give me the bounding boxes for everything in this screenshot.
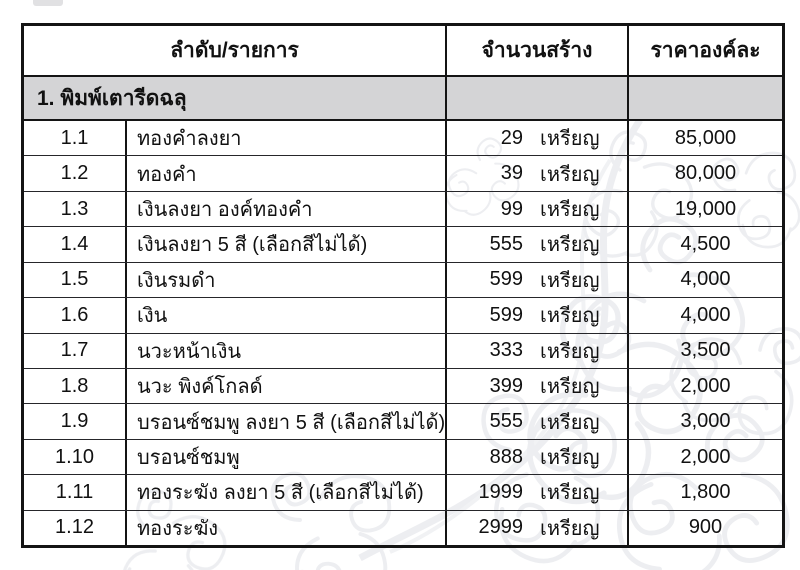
- table-row: 1.3 เงินลงยา องค์ทองคำ 99 เหรียญ 19,000: [24, 190, 782, 227]
- quantity-unit: เหรียญ: [540, 447, 600, 469]
- item-name: นวะหน้าเงิน: [125, 333, 445, 368]
- quantity-value: 99: [500, 197, 523, 220]
- section-price-cell: [627, 77, 782, 119]
- item-name: นวะ พิงค์โกลด์: [125, 368, 445, 404]
- table-row: 1.11 ทองระฆัง ลงยา 5 สี (เลือกสีไม่ได้) …: [24, 474, 782, 510]
- quantity-value: 333: [489, 339, 523, 362]
- quantity-cell: 555 เหรียญ: [445, 227, 627, 262]
- quantity-value: 29: [500, 126, 523, 149]
- item-name: ทองคำลงยา: [125, 121, 445, 156]
- quantity-cell: 599 เหรียญ: [445, 298, 627, 333]
- row-number: 1.7: [60, 339, 89, 362]
- quantity-unit: เหรียญ: [540, 517, 600, 540]
- table-row: 1.5 เงินรมดำ 599 เหรียญ 4,000: [24, 261, 782, 298]
- quantity-cell: 333 เหรียญ: [445, 333, 627, 368]
- quantity-value: 555: [489, 410, 523, 433]
- row-number: 1.8: [60, 374, 89, 397]
- quantity-unit: เหรียญ: [540, 163, 600, 186]
- quantity-unit: เหรียญ: [540, 482, 600, 505]
- quantity-cell: 599 เหรียญ: [445, 262, 627, 298]
- quantity-unit: เหรียญ: [540, 199, 600, 222]
- quantity-value: 599: [489, 268, 523, 291]
- quantity-cell: 39 เหรียญ: [445, 156, 627, 191]
- price-value: 2,000: [627, 368, 782, 404]
- quantity-value: 2999: [478, 516, 524, 539]
- table-row: 1.8 นวะ พิงค์โกลด์ 399 เหรียญ 2,000: [24, 367, 782, 404]
- table-row: 1.2 ทองคำ 39 เหรียญ 80,000: [24, 155, 782, 191]
- quantity-cell: 888 เหรียญ: [445, 439, 627, 475]
- quantity-cell: 555 เหรียญ: [445, 404, 627, 439]
- quantity-value: 1999: [478, 480, 524, 503]
- quantity-cell: 1999 เหรียญ: [445, 475, 627, 510]
- row-number: 1.1: [60, 126, 89, 149]
- price-value: 3,000: [627, 404, 782, 439]
- price-value: 4,000: [627, 298, 782, 333]
- item-name: ทองระฆัง: [125, 510, 445, 546]
- row-number: 1.3: [60, 197, 89, 220]
- table-row: 1.9 บรอนซ์ชมพู ลงยา 5 สี (เลือกสีไม่ได้)…: [24, 403, 782, 439]
- header-quantity: จำนวนสร้าง: [445, 26, 627, 75]
- row-number: 1.2: [60, 162, 89, 185]
- quantity-unit: เหรียญ: [540, 340, 600, 363]
- item-name: เงิน: [125, 298, 445, 333]
- item-name: เงินลงยา 5 สี (เลือกสีไม่ได้): [125, 227, 445, 262]
- row-number: 1.9: [60, 410, 89, 433]
- quantity-unit: เหรียญ: [540, 269, 600, 292]
- quantity-unit: เหรียญ: [540, 305, 600, 328]
- quantity-value: 39: [500, 162, 523, 185]
- quantity-unit: เหรียญ: [540, 128, 600, 151]
- table-row: 1.10 บรอนซ์ชมพู 888 เหรียญ 2,000: [24, 438, 782, 475]
- row-number: 1.10: [55, 445, 94, 468]
- row-number: 1.4: [60, 232, 89, 255]
- row-number: 1.11: [55, 480, 94, 503]
- price-value: 1,800: [627, 475, 782, 510]
- item-name: ทองระฆัง ลงยา 5 สี (เลือกสีไม่ได้): [125, 475, 445, 510]
- price-value: 80,000: [627, 156, 782, 191]
- row-number: 1.6: [60, 303, 89, 326]
- cropped-text-artifact: [33, 0, 63, 6]
- quantity-unit: เหรียญ: [540, 376, 600, 399]
- quantity-value: 555: [489, 232, 523, 255]
- row-number: 1.12: [55, 516, 94, 539]
- table-row: 1.6 เงิน 599 เหรียญ 4,000: [24, 297, 782, 333]
- quantity-unit: เหรียญ: [540, 234, 600, 257]
- table-header-row: ลำดับ/รายการ จำนวนสร้าง ราคาองค์ละ: [24, 26, 782, 77]
- item-name: บรอนซ์ชมพู ลงยา 5 สี (เลือกสีไม่ได้): [125, 404, 445, 439]
- section-quantity-cell: [445, 77, 627, 119]
- item-name: บรอนซ์ชมพู: [125, 439, 445, 475]
- header-price: ราคาองค์ละ: [627, 26, 782, 75]
- quantity-cell: 399 เหรียญ: [445, 368, 627, 404]
- quantity-value: 888: [489, 445, 523, 468]
- quantity-unit: เหรียญ: [540, 411, 600, 434]
- price-value: 2,000: [627, 439, 782, 475]
- quantity-cell: 2999 เหรียญ: [445, 510, 627, 546]
- price-value: 3,500: [627, 333, 782, 368]
- table-row: 1.12 ทองระฆัง 2999 เหรียญ 900: [24, 509, 782, 546]
- price-value: 4,000: [627, 262, 782, 298]
- table-row: 1.4 เงินลงยา 5 สี (เลือกสีไม่ได้) 555 เหร…: [24, 226, 782, 262]
- table-row: 1.1 ทองคำลงยา 29 เหรียญ 85,000: [24, 121, 782, 156]
- row-number: 1.5: [60, 268, 89, 291]
- quantity-cell: 29 เหรียญ: [445, 121, 627, 156]
- quantity-value: 399: [489, 374, 523, 397]
- section-header-row: 1. พิมพ์เตารีดฉลุ: [24, 77, 782, 121]
- price-value: 4,500: [627, 227, 782, 262]
- price-value: 19,000: [627, 191, 782, 227]
- section-title: 1. พิมพ์เตารีดฉลุ: [37, 86, 187, 110]
- header-item: ลำดับ/รายการ: [170, 39, 299, 62]
- quantity-value: 599: [489, 303, 523, 326]
- price-value: 85,000: [627, 121, 782, 156]
- price-value: 900: [627, 510, 782, 546]
- item-name: เงินลงยา องค์ทองคำ: [125, 191, 445, 227]
- item-name: เงินรมดำ: [125, 262, 445, 298]
- quantity-cell: 99 เหรียญ: [445, 191, 627, 227]
- table-row: 1.7 นวะหน้าเงิน 333 เหรียญ 3,500: [24, 332, 782, 368]
- table-body: 1.1 ทองคำลงยา 29 เหรียญ 85,000 1.2 ทองคำ …: [24, 121, 782, 546]
- item-name: ทองคำ: [125, 156, 445, 191]
- price-table: ลำดับ/รายการ จำนวนสร้าง ราคาองค์ละ 1. พิ…: [21, 23, 785, 548]
